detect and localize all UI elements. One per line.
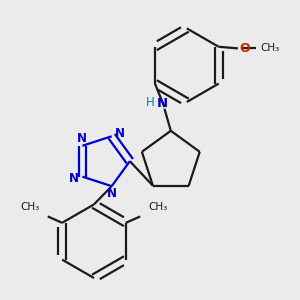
Text: N: N bbox=[157, 98, 168, 110]
Text: N: N bbox=[115, 127, 125, 140]
Text: CH₃: CH₃ bbox=[260, 44, 280, 53]
Text: N: N bbox=[107, 187, 117, 200]
Text: H: H bbox=[146, 96, 155, 109]
Text: N: N bbox=[77, 132, 87, 145]
Text: N: N bbox=[69, 172, 80, 185]
Text: CH₃: CH₃ bbox=[148, 202, 167, 212]
Text: CH₃: CH₃ bbox=[20, 202, 40, 212]
Text: O: O bbox=[239, 42, 250, 55]
